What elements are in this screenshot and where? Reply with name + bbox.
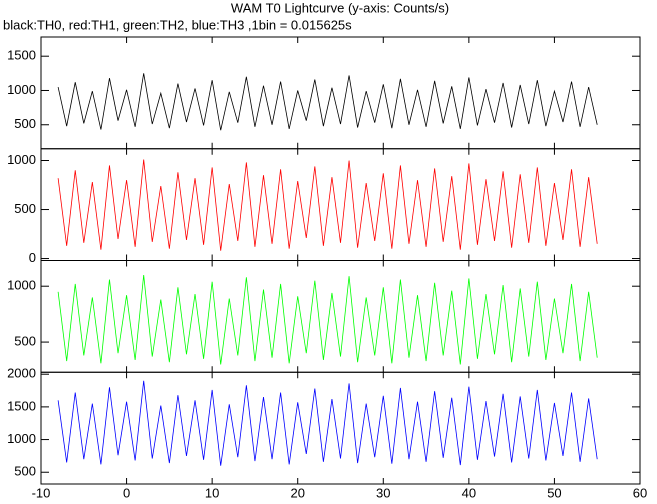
line-series [57, 73, 598, 131]
y-tick-label: 1500 [7, 48, 36, 63]
x-tick-label: 30 [376, 485, 390, 500]
y-tick-label: 500 [14, 116, 36, 131]
x-tick-label: 60 [633, 485, 647, 500]
panel-frame [40, 148, 641, 261]
y-tick-label: 500 [14, 334, 36, 349]
x-tick-label: 0 [123, 485, 130, 500]
y-tick-label: 500 [14, 201, 36, 216]
line-series [57, 380, 598, 466]
y-tick-label: 1000 [7, 82, 36, 97]
chart-subtitle: black:TH0, red:TH1, green:TH2, blue:TH3 … [3, 17, 352, 32]
x-tick-label: 40 [462, 485, 476, 500]
x-tick-label: 20 [290, 485, 304, 500]
y-tick-label: 1000 [7, 278, 36, 293]
y-tick-label: 1000 [7, 152, 36, 167]
y-tick-label: 1500 [7, 398, 36, 413]
y-tick-label: 1000 [7, 431, 36, 446]
x-tick-label: -10 [32, 485, 51, 500]
y-tick-label: 2000 [7, 366, 36, 381]
chart-title: WAM T0 Lightcurve (y-axis: Counts/s) [231, 0, 449, 15]
panel-frame [40, 36, 641, 150]
y-tick-label: 0 [29, 250, 36, 265]
panel-frame [40, 371, 641, 485]
x-tick-label: 50 [547, 485, 561, 500]
line-series [57, 274, 598, 365]
line-series [57, 159, 598, 251]
x-tick-label: 10 [205, 485, 219, 500]
y-tick-label: 500 [14, 464, 36, 479]
